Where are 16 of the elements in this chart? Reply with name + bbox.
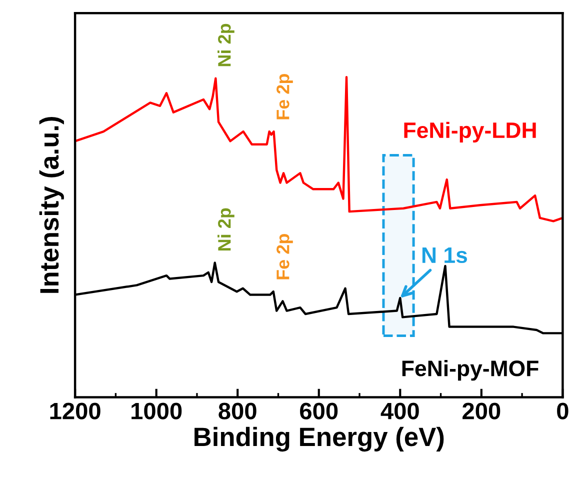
y-axis-title: Intensity (a.u.) bbox=[39, 117, 64, 293]
x-tick-label: 400 bbox=[380, 402, 419, 420]
x-tick-label: 1000 bbox=[132, 402, 182, 420]
x-tick-label: 1200 bbox=[50, 402, 100, 420]
annotation: Ni 2p bbox=[218, 24, 234, 66]
text: FeNi-py-LDH bbox=[404, 122, 536, 143]
annotation: Ni 2p bbox=[218, 208, 234, 250]
series-label: FeNi-py-MOF bbox=[402, 360, 538, 381]
x-tick-label: 600 bbox=[300, 402, 338, 420]
annotation: Fe 2p bbox=[276, 234, 293, 280]
x-tick-label: 0 bbox=[557, 402, 568, 420]
annotation: N 1s bbox=[422, 248, 468, 264]
x-tick-label: 200 bbox=[462, 402, 500, 420]
x-tick-label: 800 bbox=[218, 402, 256, 420]
x-axis-title: Binding Energy (eV) bbox=[194, 426, 444, 452]
annotation: Fe 2p bbox=[276, 74, 293, 120]
